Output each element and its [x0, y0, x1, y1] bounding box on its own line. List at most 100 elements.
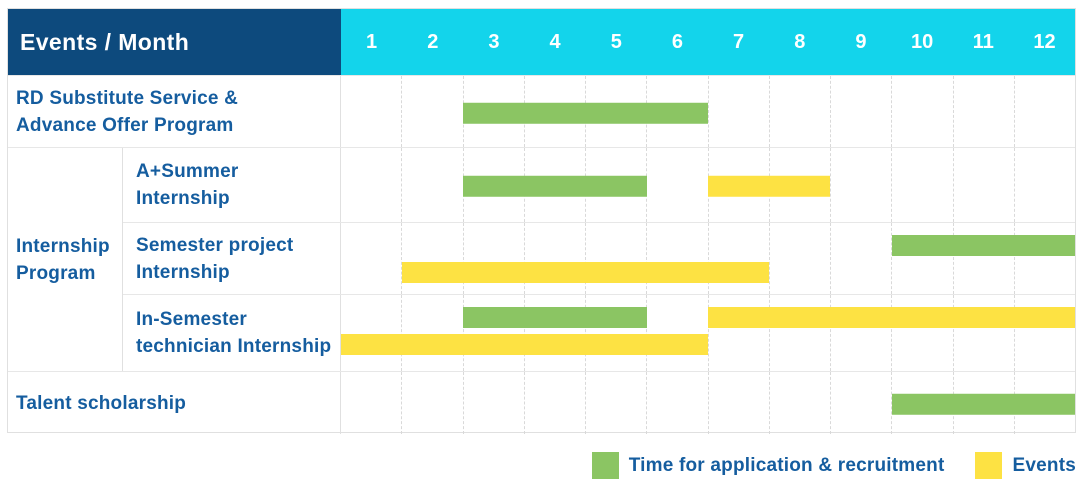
internship-program-subrows: A+Summer Internship Semester project Inter…	[123, 148, 1075, 371]
month-header-cell: 9	[855, 30, 867, 53]
event-row-label: Semester project Internship	[123, 223, 341, 294]
legend: Time for application & recruitment Event…	[591, 452, 1076, 479]
group-label-internship-program: Internship Program	[8, 148, 123, 371]
event-row-a-plus-summer-internship: A+Summer Internship	[123, 148, 1075, 222]
month-grid-cell	[401, 76, 462, 147]
month-grid-cell	[768, 295, 830, 371]
month-grid-cell	[768, 372, 830, 434]
table-body: RD Substitute Service & Advance Offer Pro…	[8, 75, 1075, 434]
event-row-rd-substitute: RD Substitute Service & Advance Offer Pro…	[8, 75, 1075, 147]
month-header-cell: 7	[733, 30, 745, 53]
month-grid-cell	[707, 372, 769, 434]
month-grid-cell	[707, 223, 769, 294]
month-grid-cell	[401, 295, 462, 371]
month-grid-cell	[646, 295, 707, 371]
month-grid-cell	[341, 295, 401, 371]
month-grid-cell	[462, 295, 524, 371]
month-grid-cell	[952, 76, 1014, 147]
legend-swatch-events	[975, 452, 1003, 479]
month-grid-cell	[462, 148, 524, 222]
month-grid-cell	[646, 148, 707, 222]
event-row-chart	[341, 372, 1075, 434]
month-grid-cell	[830, 148, 891, 222]
month-grid-cell	[891, 76, 952, 147]
legend-label-events: Events	[1012, 454, 1076, 476]
month-grid-cell	[1013, 223, 1075, 294]
event-row-chart	[341, 76, 1075, 147]
label-line: RD Substitute Service &	[16, 87, 239, 109]
month-grid-cell	[401, 372, 462, 434]
label-line: Internship	[136, 188, 230, 209]
month-grid-cell	[462, 76, 524, 147]
gantt-bar-application	[891, 393, 1075, 415]
month-grid-cell	[1013, 295, 1075, 371]
month-header-cell: 6	[671, 30, 683, 53]
legend-label-application: Time for application & recruitment	[628, 454, 945, 476]
month-grid-cell	[585, 223, 646, 294]
label-line: Talent scholarship	[16, 392, 187, 414]
month-grid-cell	[523, 223, 585, 294]
event-row-label: Talent scholarship	[8, 372, 341, 434]
gantt-bar-application	[463, 175, 647, 197]
month-grid-cell	[585, 295, 646, 371]
month-grid-cell	[768, 76, 830, 147]
gantt-bar-events	[708, 307, 1075, 328]
month-header-cell: 4	[549, 30, 561, 53]
month-header-cell: 3	[488, 30, 500, 53]
table-header-row: Events / Month 1 2 3 4 5 6 7 8 9 10 11 12	[8, 9, 1075, 75]
label-line: Internship	[16, 235, 110, 257]
gantt-bar-events	[708, 175, 831, 197]
gantt-bar-events	[341, 334, 708, 355]
event-row-label: In-Semester technician Internship	[123, 295, 341, 371]
label-line: Program	[16, 262, 96, 284]
month-header-cell: 11	[972, 30, 994, 53]
month-grid-cell	[341, 148, 401, 222]
month-grid-cell	[707, 76, 769, 147]
month-grid-cell	[462, 372, 524, 434]
corner-header-cell: Events / Month	[8, 9, 341, 75]
event-row-semester-project-internship: Semester project Internship	[123, 222, 1075, 294]
month-grid-cell	[401, 223, 462, 294]
month-grid-cell	[585, 372, 646, 434]
month-grid-cell	[341, 223, 401, 294]
month-grid-cell	[401, 148, 462, 222]
month-grid-cell	[707, 295, 769, 371]
event-row-in-semester-technician-internship: In-Semester technician Internship	[123, 294, 1075, 371]
label-line: Internship	[136, 261, 230, 283]
month-grid-cell	[646, 372, 707, 434]
month-grid-cell	[523, 372, 585, 434]
event-row-label: RD Substitute Service & Advance Offer Pro…	[8, 76, 341, 147]
gantt-bar-application	[891, 235, 1075, 256]
gantt-bar-application	[463, 102, 708, 124]
gantt-bar-events	[402, 262, 770, 283]
label-line: Advance Offer Program	[16, 114, 234, 136]
month-header-cell: 12	[1033, 30, 1056, 53]
event-row-talent-scholarship: Talent scholarship	[8, 371, 1075, 434]
event-row-chart	[341, 223, 1075, 294]
month-grid-cell	[830, 372, 891, 434]
month-grid-cell	[1013, 76, 1075, 147]
month-grid-cell	[891, 148, 952, 222]
month-grid-cell	[891, 295, 952, 371]
month-grid-cell	[952, 148, 1014, 222]
month-grid-cell	[462, 223, 524, 294]
month-grid-cell	[830, 295, 891, 371]
month-grid-cell	[341, 372, 401, 434]
month-header-row: 1 2 3 4 5 6 7 8 9 10 11 12	[341, 9, 1075, 75]
month-header-cell: 2	[427, 30, 439, 53]
label-line: A+Summer	[136, 161, 239, 182]
month-grid-cell	[952, 223, 1014, 294]
label-line: technician Internship	[136, 336, 332, 357]
month-grid-cell	[891, 223, 952, 294]
month-header-cell: 5	[610, 30, 622, 53]
month-grid-cell	[523, 295, 585, 371]
month-grid-cell	[341, 76, 401, 147]
event-row-label: A+Summer Internship	[123, 148, 341, 222]
month-grid-cell	[830, 76, 891, 147]
event-row-chart	[341, 295, 1075, 371]
gantt-bar-application	[463, 307, 647, 328]
label-line: In-Semester	[136, 309, 247, 330]
month-grid-cell	[1013, 148, 1075, 222]
event-row-chart	[341, 148, 1075, 222]
